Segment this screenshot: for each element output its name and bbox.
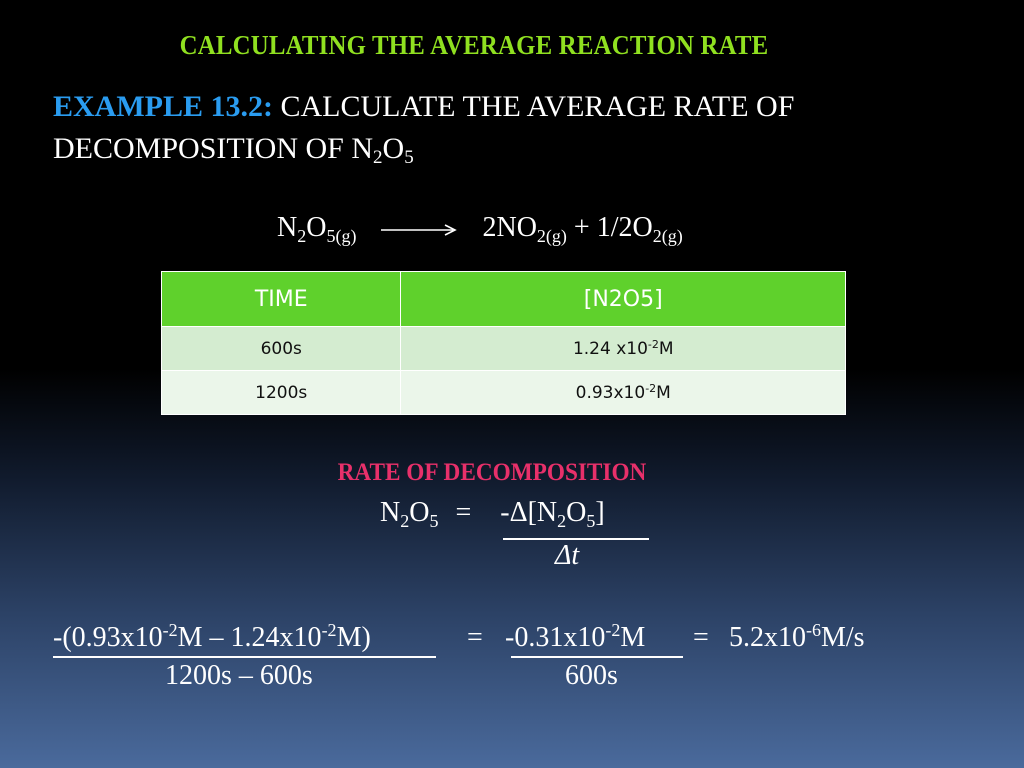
rate-formula: N2O5 = -Δ[N2O5] [380,497,605,531]
slide-title: CALCULATING THE AVERAGE REACTION RATE [179,30,769,60]
cell-concentration: 1.24 x10-2M [400,326,846,371]
cell-time: 1200s [160,370,402,415]
calc-numerator: -(0.93x10-2M – 1.24x10-2M) [53,620,371,653]
example-text-line2: DECOMPOSITION OF N [53,132,374,165]
reaction-arrow-icon [381,223,458,236]
calc-result: 5.2x10-6M/s [729,620,865,653]
calc-denominator-1: 1200s – 600s [165,660,313,691]
cell-time: 600s [160,326,402,371]
rate-fraction-bar [503,538,649,540]
rate-heading: RATE OF DECOMPOSITION [337,459,647,486]
calc-equals-2: = [693,622,709,653]
table-header-row: TIME [N2O5] [160,271,846,327]
table-row: 1200s 0.93x10-2M [160,370,846,415]
calc-denominator-2: 600s [565,660,618,691]
calc-fraction-bar-1 [53,656,436,658]
table-row: 600s 1.24 x10-2M [160,326,846,371]
reaction-equation: N2O5(g) 2NO2(g) + 1/2O2(g) [277,212,683,246]
rate-denominator: Δt [555,540,580,571]
example-statement: EXAMPLE 13.2: CALCULATE THE AVERAGE RATE… [53,90,795,168]
calc-intermediate: -0.31x10-2M [505,620,646,653]
calc-equals-1: = [467,622,483,653]
example-text-line1: CALCULATE THE AVERAGE RATE OF [280,90,795,123]
calc-fraction-bar-2 [511,656,683,658]
cell-concentration: 0.93x10-2M [400,370,846,415]
example-label: EXAMPLE 13.2: [53,90,273,123]
header-time: TIME [160,271,402,327]
header-concentration: [N2O5] [400,271,846,327]
concentration-table: TIME [N2O5] 600s 1.24 x10-2M 1200s 0.93x… [160,271,846,415]
